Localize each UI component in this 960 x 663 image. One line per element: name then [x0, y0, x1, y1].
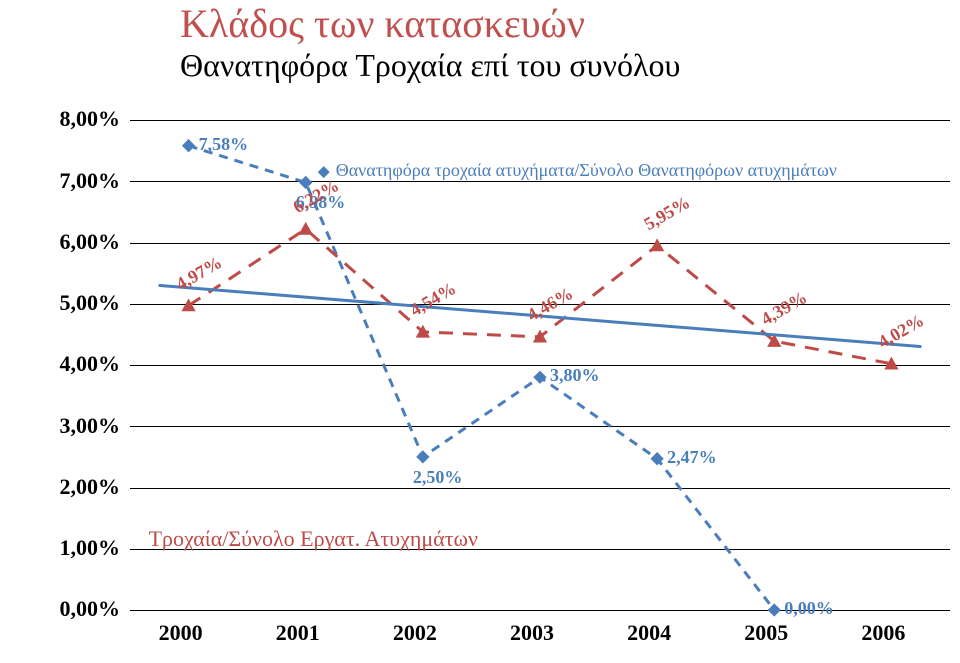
legend-series1: Θανατηφόρα τροχαία ατυχήματα/Σύνολο Θανα…	[336, 160, 837, 181]
series1-data-label: 0,00%	[784, 598, 834, 619]
x-axis-label: 2003	[510, 620, 554, 646]
x-axis-label: 2006	[861, 620, 905, 646]
x-axis-label: 2002	[393, 620, 437, 646]
y-axis-label: 3,00%	[20, 413, 120, 439]
series1-data-label: 3,80%	[550, 365, 600, 386]
x-axis-label: 2001	[276, 620, 320, 646]
chart-subtitle: Θανατηφόρα Τροχαία επί του συνόλου	[180, 47, 930, 84]
chart-title: Κλάδος των κατασκευών	[180, 0, 930, 47]
series1-data-label: 7,58%	[199, 134, 249, 155]
legend-series2: Τροχαία/Σύνολο Εργατ. Ατυχημάτων	[149, 526, 478, 552]
chart-titles: Κλάδος των κατασκευών Θανατηφόρα Τροχαία…	[180, 0, 930, 84]
y-axis-label: 6,00%	[20, 229, 120, 255]
y-axis-label: 1,00%	[20, 535, 120, 561]
y-axis-label: 4,00%	[20, 351, 120, 377]
x-axis-label: 2005	[744, 620, 788, 646]
x-axis-label: 2004	[627, 620, 671, 646]
y-axis-label: 8,00%	[20, 106, 120, 132]
y-axis-label: 5,00%	[20, 290, 120, 316]
x-axis-label: 2000	[159, 620, 203, 646]
series1-data-label: 2,47%	[667, 447, 717, 468]
y-axis-label: 0,00%	[20, 596, 120, 622]
series1-data-label: 2,50%	[413, 467, 463, 488]
y-axis-label: 2,00%	[20, 474, 120, 500]
y-axis-label: 7,00%	[20, 168, 120, 194]
chart-plot-area: 0,00%1,00%2,00%3,00%4,00%5,00%6,00%7,00%…	[130, 120, 950, 610]
